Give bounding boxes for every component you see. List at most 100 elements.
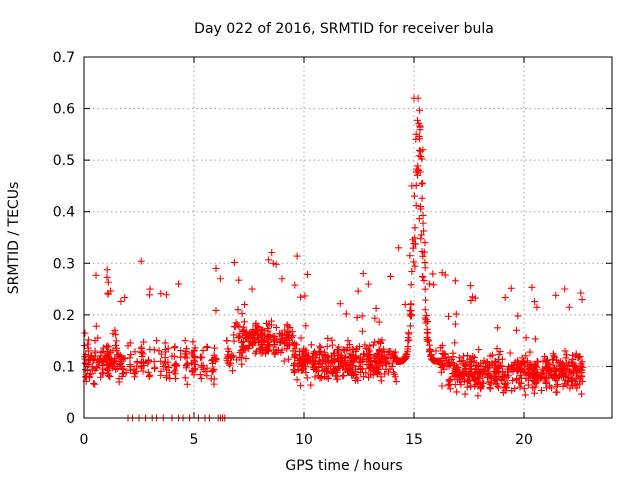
data-point (525, 366, 533, 374)
data-point-key (410, 94, 418, 102)
data-point (236, 353, 244, 361)
data-point (406, 322, 414, 330)
data-point (227, 352, 235, 360)
data-point (515, 365, 523, 373)
data-point-key (414, 166, 422, 174)
data-point (189, 338, 197, 346)
data-point (389, 368, 397, 376)
data-point (469, 373, 477, 381)
data-point (571, 380, 579, 388)
data-point (181, 374, 189, 382)
data-point (140, 358, 148, 366)
data-point (348, 371, 356, 379)
data-point (561, 362, 569, 370)
data-point (323, 343, 331, 351)
data-point (341, 347, 349, 355)
data-point (495, 351, 503, 359)
y-axis-label: SRMTID / TECUs (6, 182, 22, 295)
data-point (117, 297, 125, 305)
data-point (157, 350, 165, 358)
data-point-key (91, 337, 99, 345)
data-point (501, 294, 509, 302)
data-point (139, 367, 147, 375)
data-point (390, 354, 398, 362)
data-point (301, 292, 309, 300)
data-point (99, 361, 107, 369)
data-point-key (333, 373, 341, 381)
data-point (291, 281, 299, 289)
data-point (500, 371, 508, 379)
data-point (303, 374, 311, 382)
data-point (531, 298, 539, 306)
data-point (144, 368, 152, 376)
data-point (551, 374, 559, 382)
data-point (420, 248, 428, 256)
data-point (506, 349, 514, 357)
data-point (568, 375, 576, 383)
data-point-key (216, 275, 224, 283)
data-point (283, 330, 291, 338)
data-point (307, 341, 315, 349)
data-point (399, 356, 407, 364)
data-point (112, 337, 120, 345)
data-point-key (146, 285, 154, 293)
data-point (423, 336, 431, 344)
data-point (164, 358, 172, 366)
data-point-key (201, 368, 209, 376)
data-point (248, 285, 256, 293)
data-point (161, 354, 169, 362)
data-point-key (181, 337, 189, 345)
data-point (209, 356, 217, 364)
data-point (367, 351, 375, 359)
data-point (575, 353, 583, 361)
data-point (374, 350, 382, 358)
data-point (171, 343, 179, 351)
data-point (145, 357, 153, 365)
data-point (480, 367, 488, 375)
data-point (564, 374, 572, 382)
data-point (475, 346, 483, 354)
data-point (121, 355, 129, 363)
data-point (316, 344, 324, 352)
data-point (419, 211, 427, 219)
data-point-key (401, 301, 409, 309)
data-point (133, 358, 141, 366)
data-point (264, 338, 272, 346)
data-point (460, 378, 468, 386)
data-point (364, 345, 372, 353)
data-point-key (377, 373, 385, 381)
data-point-key (278, 275, 286, 283)
data-point (417, 235, 425, 243)
data-point (139, 350, 147, 358)
data-point-key (168, 352, 176, 360)
data-point (559, 382, 567, 390)
data-point (290, 366, 298, 374)
data-point-key (575, 373, 583, 381)
data-point (358, 312, 366, 320)
data-point (449, 353, 457, 361)
data-point (363, 361, 371, 369)
data-point (375, 360, 383, 368)
data-point (578, 358, 586, 366)
data-point (453, 364, 461, 372)
data-point (572, 362, 580, 370)
data-point (514, 367, 522, 375)
data-point (92, 322, 100, 330)
data-point (514, 358, 522, 366)
data-point (342, 310, 350, 318)
data-point (437, 344, 445, 352)
data-point (479, 370, 487, 378)
data-point (503, 384, 511, 392)
data-point (115, 375, 123, 383)
data-point (360, 373, 368, 381)
data-point (421, 306, 429, 314)
data-point (552, 382, 560, 390)
data-point-key (542, 378, 550, 386)
data-point (283, 321, 291, 329)
data-point (516, 383, 524, 391)
data-point-key (432, 347, 440, 355)
data-point (81, 329, 89, 337)
data-point-key (421, 239, 429, 247)
data-point (105, 343, 113, 351)
data-point (312, 366, 320, 374)
